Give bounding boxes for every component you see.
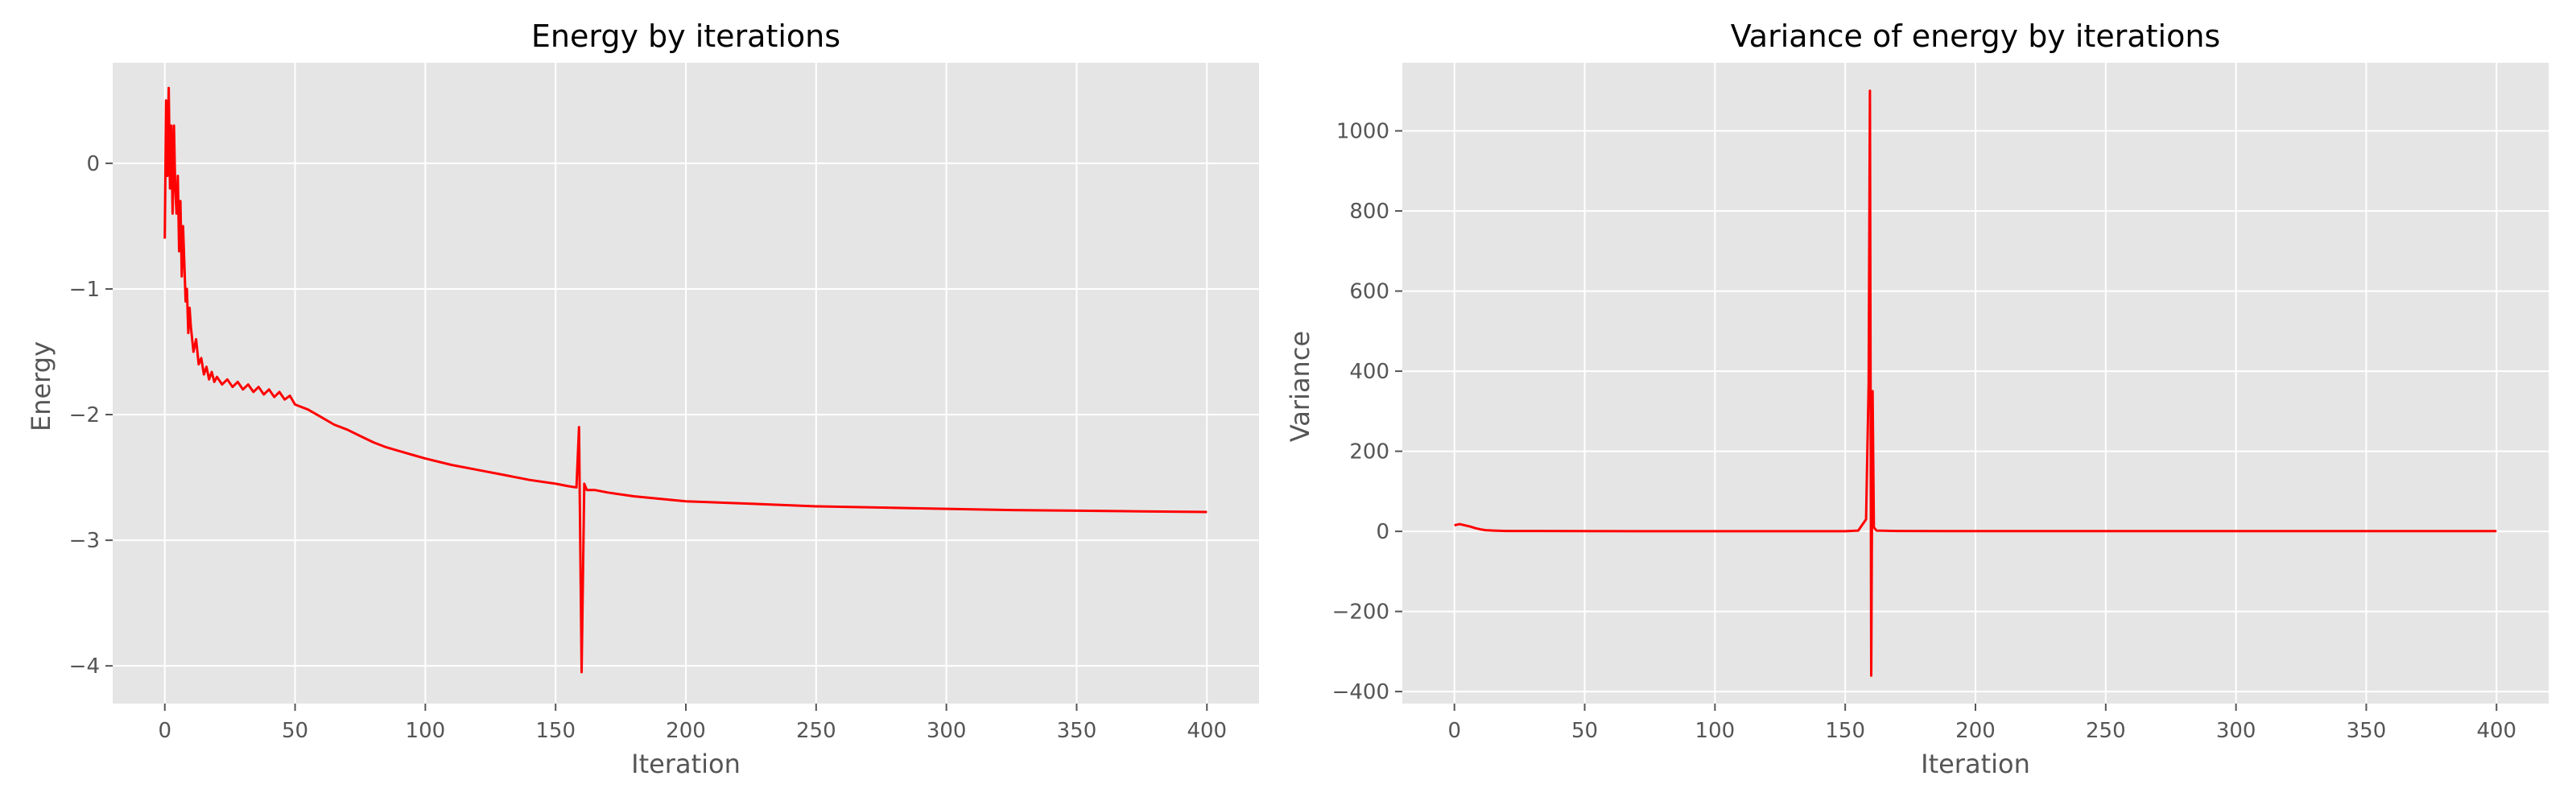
variance-x-tick-label: 0 (1447, 719, 1461, 743)
variance-x-tick-label: 100 (1695, 719, 1736, 743)
energy-chart-title: Energy by iterations (531, 19, 840, 54)
variance-series-line (1454, 89, 2497, 677)
energy-y-tick-label: −1 (69, 278, 100, 302)
variance-x-tick-label: 50 (1571, 719, 1598, 743)
variance-y-tick-label: −400 (1332, 680, 1389, 704)
variance-y-tick-label: 800 (1349, 200, 1389, 224)
energy-x-tick-label: 350 (1057, 719, 1097, 743)
energy-y-tick-label: −4 (69, 654, 100, 679)
energy-chart: 0 50 100 150 200 250 300 350 400 −4 −3 −2 −1 0 Energ… (26, 19, 1259, 779)
energy-grid (113, 63, 1259, 704)
variance-x-tick-label: 150 (1825, 719, 1865, 743)
variance-y-axis-label: Variance (1285, 331, 1315, 442)
variance-y-tick-label: 600 (1349, 280, 1389, 304)
variance-x-tick-label: 200 (1955, 719, 1996, 743)
variance-chart-title: Variance of energy by iterations (1731, 19, 2220, 54)
energy-y-tick-label: 0 (86, 152, 100, 176)
variance-y-ticks: −400 −200 0 200 400 600 800 1000 (1332, 120, 1402, 704)
variance-chart: 0 50 100 150 200 250 300 350 400 −400 −200 0 200 400… (1285, 19, 2549, 779)
energy-x-tick-label: 0 (158, 719, 171, 743)
energy-x-axis-label: Iteration (631, 749, 741, 779)
variance-x-tick-label: 250 (2086, 719, 2126, 743)
energy-y-axis-label: Energy (26, 341, 56, 431)
energy-x-tick-label: 150 (535, 719, 576, 743)
variance-x-ticks: 0 50 100 150 200 250 300 350 400 (1447, 704, 2516, 743)
energy-y-tick-label: −3 (69, 529, 100, 553)
energy-series-line (163, 86, 1208, 674)
variance-x-axis-label: Iteration (1921, 749, 2030, 779)
variance-x-tick-label: 400 (2476, 719, 2516, 743)
variance-y-tick-label: 400 (1349, 360, 1389, 384)
energy-y-ticks: −4 −3 −2 −1 0 (69, 152, 113, 679)
energy-x-tick-label: 100 (406, 719, 446, 743)
energy-x-tick-label: 50 (282, 719, 308, 743)
energy-x-tick-label: 400 (1187, 719, 1227, 743)
variance-series (1454, 89, 2497, 677)
variance-y-tick-label: −200 (1332, 601, 1389, 625)
variance-x-tick-label: 300 (2216, 719, 2256, 743)
variance-y-tick-label: 1000 (1336, 120, 1389, 144)
energy-x-tick-label: 200 (666, 719, 706, 743)
variance-y-tick-label: 0 (1376, 520, 1389, 544)
energy-y-tick-label: −2 (69, 403, 100, 427)
variance-y-tick-label: 200 (1349, 440, 1389, 464)
energy-x-tick-label: 250 (796, 719, 836, 743)
energy-series (163, 86, 1208, 674)
energy-x-tick-label: 300 (927, 719, 967, 743)
variance-x-tick-label: 350 (2347, 719, 2387, 743)
energy-x-ticks: 0 50 100 150 200 250 300 350 400 (158, 704, 1227, 743)
